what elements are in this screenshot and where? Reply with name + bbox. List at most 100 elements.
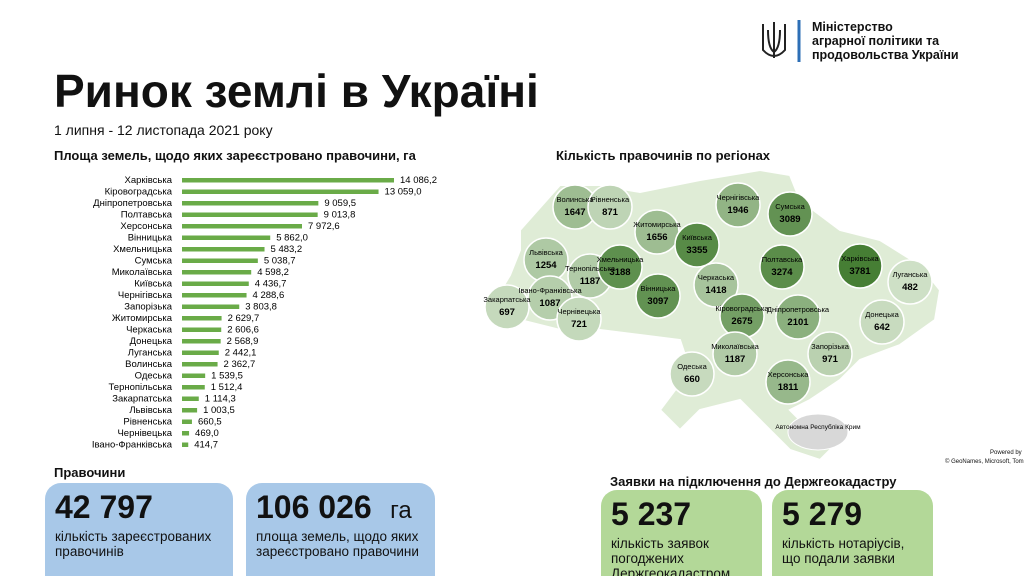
card-text: кількість заявок погоджених Держгеокадас… — [611, 536, 731, 576]
region-name: Львівська — [529, 248, 563, 257]
value-label: 1 114,3 — [205, 394, 236, 405]
ministry-line: Міністерство — [812, 20, 893, 34]
region — [597, 244, 643, 290]
bar — [182, 178, 394, 183]
region-value: 1418 — [705, 285, 726, 296]
region-value: 2675 — [731, 316, 753, 327]
region-name: Чернігівська — [717, 193, 761, 202]
category-label: Вінницька — [128, 233, 173, 244]
region-value: 3274 — [771, 267, 793, 278]
region-value: 871 — [602, 207, 619, 218]
category-label: Дніпропетровська — [93, 198, 173, 209]
bar — [182, 304, 240, 309]
region-value: 1187 — [580, 276, 601, 287]
region — [887, 259, 933, 305]
value-label: 2 606,6 — [227, 325, 259, 336]
region-value: 1656 — [646, 232, 667, 243]
bar — [182, 408, 198, 413]
value-label: 414,7 — [194, 440, 218, 451]
region-name: Запорізька — [811, 342, 850, 351]
category-label: Одеська — [135, 371, 173, 382]
category-label: Чернівецька — [117, 428, 172, 439]
region-value: 642 — [874, 322, 890, 333]
category-label: Черкаська — [126, 325, 173, 336]
bar — [182, 396, 199, 401]
region-name: Хмельницька — [597, 255, 644, 264]
value-label: 5 483,2 — [271, 244, 303, 255]
bar — [182, 339, 221, 344]
region — [669, 351, 715, 397]
value-label: 1 003,5 — [203, 405, 235, 416]
bar — [182, 258, 258, 263]
category-label: Тернопільська — [109, 382, 173, 393]
region-value: 697 — [499, 307, 515, 318]
region-name: Кіровоградська — [715, 304, 769, 313]
region-name: Київська — [682, 233, 713, 242]
card-number: 106 026 — [256, 489, 372, 525]
category-label: Чернігівська — [118, 290, 173, 301]
region — [787, 413, 849, 451]
bar — [182, 442, 189, 447]
region-name: Вінницька — [641, 284, 677, 293]
ministry-line: аграрної політики та — [812, 34, 940, 48]
category-label: Запорізька — [124, 302, 173, 313]
region-value: 721 — [571, 319, 588, 330]
region-value: 660 — [684, 374, 700, 385]
value-label: 7 972,6 — [308, 221, 340, 232]
region — [765, 359, 811, 405]
card: 106 026 га площа земель, щодо яких зареє… — [246, 483, 435, 576]
card: 42 797 кількість зареєстрованих правочин… — [45, 483, 233, 576]
region-value: 2101 — [787, 317, 809, 328]
region-name: Луганська — [893, 270, 929, 279]
region-value: 1187 — [725, 354, 746, 365]
region-value: 3355 — [686, 245, 708, 256]
region-name: Івано-Франківська — [518, 286, 582, 295]
bar — [182, 189, 379, 194]
emblem — [762, 22, 786, 58]
region — [484, 284, 530, 330]
category-label: Львівська — [129, 405, 172, 416]
bar — [182, 281, 249, 286]
region-name: Автономна Республіка Крим — [775, 423, 861, 431]
value-label: 3 803,8 — [245, 302, 277, 313]
category-label: Житомирська — [112, 313, 173, 324]
category-label: Кіровоградська — [105, 187, 173, 198]
region-value: 1946 — [727, 205, 748, 216]
region-value: 1647 — [564, 207, 585, 218]
region-name: Одеська — [677, 362, 707, 371]
bar — [182, 247, 265, 252]
bar — [182, 327, 222, 332]
region-name: Миколаївська — [711, 342, 759, 351]
bar — [182, 431, 190, 436]
category-label: Волинська — [125, 359, 173, 370]
bar — [182, 270, 252, 275]
category-label: Донецька — [130, 336, 173, 347]
region — [715, 182, 761, 228]
region — [712, 331, 758, 377]
category-label: Хмельницька — [113, 244, 173, 255]
region-value: 1811 — [778, 382, 799, 393]
card-number: 42 797 — [55, 489, 153, 525]
region-value: 1254 — [535, 260, 557, 271]
bar — [182, 201, 319, 206]
region-name: Донецька — [865, 310, 899, 319]
card: 5 279 кількість нотаріусів, що подали за… — [772, 490, 933, 576]
region — [693, 262, 739, 308]
region-name: Закарпатська — [483, 295, 531, 304]
map-title: Кількість правочинів по регіонах — [556, 148, 771, 163]
category-label: Луганська — [128, 348, 173, 359]
region — [837, 243, 883, 289]
region-name: Сумська — [775, 202, 805, 211]
value-label: 13 059,0 — [385, 187, 422, 198]
card-number: 5 279 — [782, 496, 863, 532]
bar — [182, 385, 205, 390]
region-value: 971 — [822, 354, 839, 365]
region — [807, 331, 853, 377]
region-value: 3089 — [779, 214, 800, 225]
card-text: кількість зареєстрованих правочинів — [55, 529, 212, 559]
bar — [182, 419, 192, 424]
bar — [182, 316, 222, 321]
category-label: Закарпатська — [112, 394, 172, 405]
